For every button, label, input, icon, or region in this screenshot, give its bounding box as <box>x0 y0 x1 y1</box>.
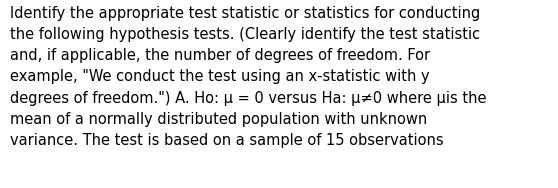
Text: Identify the appropriate test statistic or statistics for conducting
the followi: Identify the appropriate test statistic … <box>10 6 487 148</box>
